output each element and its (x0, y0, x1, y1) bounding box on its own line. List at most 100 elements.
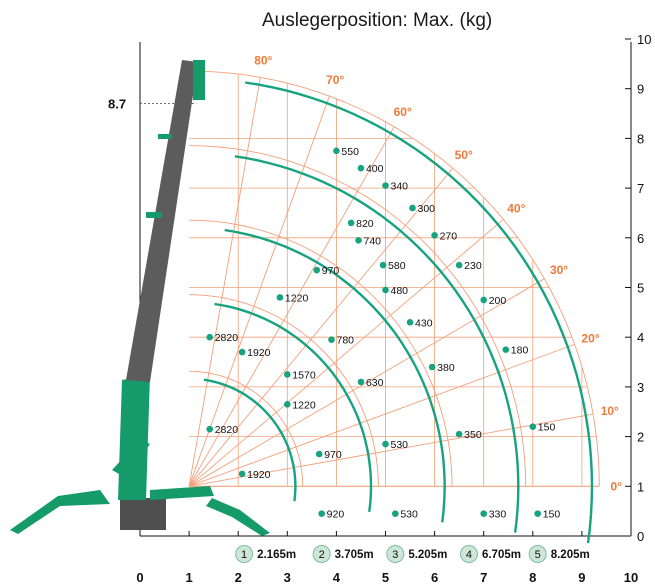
angle-label: 80° (254, 53, 272, 67)
load-point (318, 510, 325, 517)
x-tick-label: 2 (235, 570, 242, 585)
y-tick-label: 10 (637, 32, 651, 47)
load-point-label: 740 (363, 235, 381, 247)
x-tick-label: 6 (431, 570, 438, 585)
load-point (238, 470, 246, 478)
load-point-label: 380 (437, 362, 455, 374)
load-point (392, 510, 399, 517)
x-tick-label: 8 (529, 570, 536, 585)
boom-marker-number: 3 (392, 549, 398, 561)
crane-leg-right (206, 498, 270, 536)
load-point (333, 147, 340, 155)
crane-boom (126, 60, 198, 382)
load-point-label: 530 (391, 439, 409, 451)
y-tick-label: 2 (637, 430, 644, 445)
load-point-label: 1920 (247, 347, 271, 359)
y-tick-label: 8 (637, 131, 644, 146)
load-point-label: 920 (327, 509, 345, 521)
load-point (206, 333, 214, 341)
angle-ray (188, 126, 395, 487)
load-point-label: 150 (538, 422, 556, 434)
grid-arc (189, 70, 600, 487)
x-tick-label: 7 (480, 570, 487, 585)
load-point-label: 350 (464, 429, 482, 441)
crane-arm (150, 486, 214, 500)
crane-body (120, 498, 166, 530)
y-tick-label: 7 (637, 181, 644, 196)
boom-length-label: 2.165m (257, 549, 296, 561)
load-point-label: 970 (324, 449, 342, 461)
angle-ray (188, 219, 504, 487)
crane-boom-bracket (146, 212, 162, 218)
load-point (428, 363, 436, 371)
boom-marker-number: 2 (319, 549, 325, 561)
load-point-label: 820 (356, 218, 374, 230)
y-tick-label: 0 (637, 529, 644, 544)
load-point (347, 219, 355, 227)
load-point (406, 318, 414, 326)
x-tick-label: 4 (333, 570, 341, 585)
boom-marker-number: 5 (535, 549, 541, 561)
angle-label: 60° (394, 105, 412, 119)
x-tick-label: 1 (185, 570, 192, 585)
load-point-label: 340 (391, 181, 409, 193)
load-point (455, 430, 463, 438)
load-point (238, 348, 246, 356)
crane-boom-bracket-2 (158, 134, 172, 139)
load-point-label: 1220 (292, 399, 316, 411)
angle-label: 30° (550, 263, 568, 277)
angle-label: 0° (611, 479, 623, 493)
boom-length-label: 6.705m (482, 549, 521, 561)
y-tick-label: 9 (637, 82, 644, 97)
load-point-label: 1570 (292, 369, 316, 381)
boom-length-label: 3.705m (335, 549, 374, 561)
load-point (284, 400, 291, 408)
load-point-label: 2820 (215, 332, 239, 344)
load-curve-3 (224, 228, 446, 523)
grid-arc (189, 219, 453, 487)
x-tick-label: 9 (578, 570, 585, 585)
boom-marker-number: 4 (466, 549, 472, 561)
load-point-label: 200 (489, 295, 507, 307)
boom-marker-5 (528, 545, 547, 563)
crane-jib-tip (193, 60, 205, 100)
angle-label: 10° (601, 404, 619, 418)
angle-ray (188, 168, 453, 487)
load-curve-5 (245, 81, 594, 544)
load-point (529, 423, 537, 430)
y-tick-label: 1 (637, 479, 644, 494)
load-point (480, 296, 488, 304)
load-point-label: 300 (418, 203, 436, 215)
load-point (357, 164, 365, 172)
boom-length-label: 5.205m (408, 549, 447, 561)
angle-label: 50° (455, 148, 473, 162)
y-tick-label: 5 (637, 281, 644, 296)
load-point (382, 182, 389, 189)
load-point (206, 425, 214, 433)
angle-ray (188, 278, 545, 487)
load-curve-2 (214, 302, 373, 513)
load-point-label: 230 (464, 260, 482, 272)
load-point-label: 150 (543, 509, 561, 521)
boom-marker-3 (386, 545, 405, 563)
load-point-label: 580 (388, 260, 406, 272)
load-point (480, 510, 488, 517)
boom-marker-number: 1 (241, 549, 247, 561)
load-curve-4 (234, 155, 520, 533)
load-point-label: 550 (341, 146, 359, 158)
load-point-label: 270 (440, 230, 458, 242)
angle-ray (188, 96, 330, 487)
load-point (455, 261, 463, 269)
load-point-label: 630 (366, 377, 384, 389)
load-point-label: 1220 (285, 292, 309, 304)
boom-marker-2 (312, 545, 331, 563)
angle-label: 40° (507, 201, 525, 215)
x-tick-label: 5 (382, 570, 389, 585)
y-tick-label: 4 (637, 330, 644, 345)
load-point (328, 336, 335, 343)
load-point (409, 204, 416, 212)
load-point (502, 346, 510, 353)
angle-ray (189, 413, 593, 487)
load-curve-1 (203, 378, 297, 502)
